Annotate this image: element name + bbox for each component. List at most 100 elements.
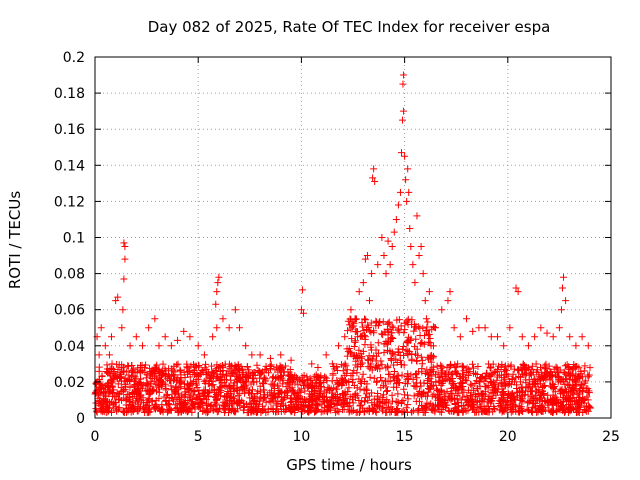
data-point (585, 389, 593, 397)
data-point (191, 371, 199, 379)
data-point (431, 406, 439, 414)
data-point (231, 361, 239, 369)
data-point (184, 381, 192, 389)
data-point (124, 362, 132, 370)
data-point (519, 397, 527, 405)
data-point (488, 379, 496, 387)
data-point (337, 374, 345, 382)
data-point (277, 400, 285, 408)
data-point (447, 396, 455, 404)
data-point (216, 367, 224, 375)
data-point (358, 332, 366, 340)
data-point (403, 391, 411, 399)
data-point (184, 407, 192, 415)
data-point (213, 361, 221, 369)
data-point (101, 342, 109, 350)
data-point (398, 371, 406, 379)
data-point (390, 361, 398, 369)
data-point (197, 398, 205, 406)
data-point (209, 369, 217, 377)
data-point (390, 367, 398, 375)
data-point (413, 357, 421, 365)
data-point (557, 306, 565, 314)
data-point (347, 372, 355, 380)
data-point (229, 393, 237, 401)
data-point (202, 360, 210, 368)
data-point (415, 252, 423, 260)
data-point (412, 335, 420, 343)
data-point (383, 347, 391, 355)
data-point (504, 372, 512, 380)
data-point (411, 370, 419, 378)
data-point (328, 360, 336, 368)
data-point (169, 367, 177, 375)
data-point (367, 360, 375, 368)
data-point (227, 384, 235, 392)
data-point (429, 352, 437, 360)
data-point (566, 375, 574, 383)
data-point (489, 395, 497, 403)
data-point (92, 387, 100, 395)
data-point (151, 405, 159, 413)
data-point (561, 362, 569, 370)
data-point (473, 404, 481, 412)
data-point (490, 404, 498, 412)
data-point (201, 364, 209, 372)
data-point (236, 373, 244, 381)
data-point (108, 392, 116, 400)
data-point (377, 357, 385, 365)
data-point (497, 371, 505, 379)
data-point (138, 342, 146, 350)
data-point (357, 350, 365, 358)
data-point (552, 407, 560, 415)
data-point (537, 394, 545, 402)
data-point (419, 408, 427, 416)
data-point (173, 404, 181, 412)
data-point (136, 366, 144, 374)
data-point (439, 403, 447, 411)
data-point (392, 215, 400, 223)
y-tick-labels: 0 0.02 0.04 0.06 0.08 0.1 0.12 0.14 0.16 0.18 0.2 (54, 50, 85, 427)
data-point (340, 362, 348, 370)
data-point (359, 279, 367, 287)
data-point (397, 361, 405, 369)
data-point (201, 379, 209, 387)
data-point (404, 374, 412, 382)
data-point (162, 384, 170, 392)
data-point (247, 380, 255, 388)
data-point (316, 389, 324, 397)
data-point (226, 365, 234, 373)
data-point (228, 394, 236, 402)
data-point (108, 378, 116, 386)
data-point (256, 374, 264, 382)
data-point (243, 362, 251, 370)
data-point (252, 400, 260, 408)
data-point (425, 288, 433, 296)
data-point (505, 390, 513, 398)
data-point (417, 340, 425, 348)
data-point (524, 364, 532, 372)
data-point (108, 360, 116, 368)
data-point (178, 394, 186, 402)
data-point (367, 328, 375, 336)
data-point (260, 393, 268, 401)
data-point (494, 367, 502, 375)
data-point (372, 402, 380, 410)
data-point (145, 402, 153, 410)
data-point (394, 201, 402, 209)
data-point (474, 362, 482, 370)
data-point (256, 397, 264, 405)
data-point (259, 379, 267, 387)
data-point (355, 397, 363, 405)
y-tick-label: 0.2 (63, 50, 85, 66)
data-point (397, 322, 405, 330)
data-point (365, 356, 373, 364)
data-point (315, 374, 323, 382)
x-tick-label: 0 (91, 429, 100, 445)
data-point (537, 324, 545, 332)
data-point (541, 362, 549, 370)
data-point (157, 376, 165, 384)
data-point (261, 405, 269, 413)
data-point (411, 279, 419, 287)
data-point (586, 364, 594, 372)
